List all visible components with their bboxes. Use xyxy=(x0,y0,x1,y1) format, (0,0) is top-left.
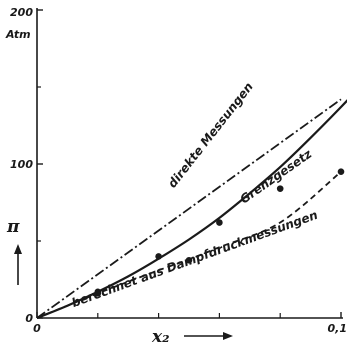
y-tick-label: 100 xyxy=(10,158,33,171)
x-tick-label: 0 xyxy=(33,322,41,335)
y-tick-label: 200 xyxy=(10,6,33,19)
axis-symbols: π x₂ xyxy=(6,217,233,347)
series-line-2 xyxy=(37,98,342,319)
y-axis-unit: Atm xyxy=(5,28,31,41)
x-tick-label: 0,1 xyxy=(328,322,348,335)
x-axis-arrow-head xyxy=(223,332,233,340)
data-point xyxy=(185,256,193,264)
data-point xyxy=(337,168,345,175)
curve-label: direkte Messungen xyxy=(165,80,256,191)
data-point xyxy=(216,219,223,226)
data-point xyxy=(94,290,102,297)
x-axis-symbol: x₂ xyxy=(151,327,170,347)
y-axis-arrow-head xyxy=(14,244,22,254)
curve-label: berechnet aus Dampfdruckmessungen xyxy=(70,208,320,310)
data-points xyxy=(94,168,345,297)
y-tick-label: 0 xyxy=(25,312,33,325)
y-axis-symbol: π xyxy=(6,217,20,237)
tick-labels: 0 100 200 0 0,1 xyxy=(10,6,347,335)
data-point xyxy=(155,253,162,260)
curve-label: Grenzgesetz xyxy=(237,146,315,206)
data-point xyxy=(276,185,284,192)
axes xyxy=(36,8,343,319)
